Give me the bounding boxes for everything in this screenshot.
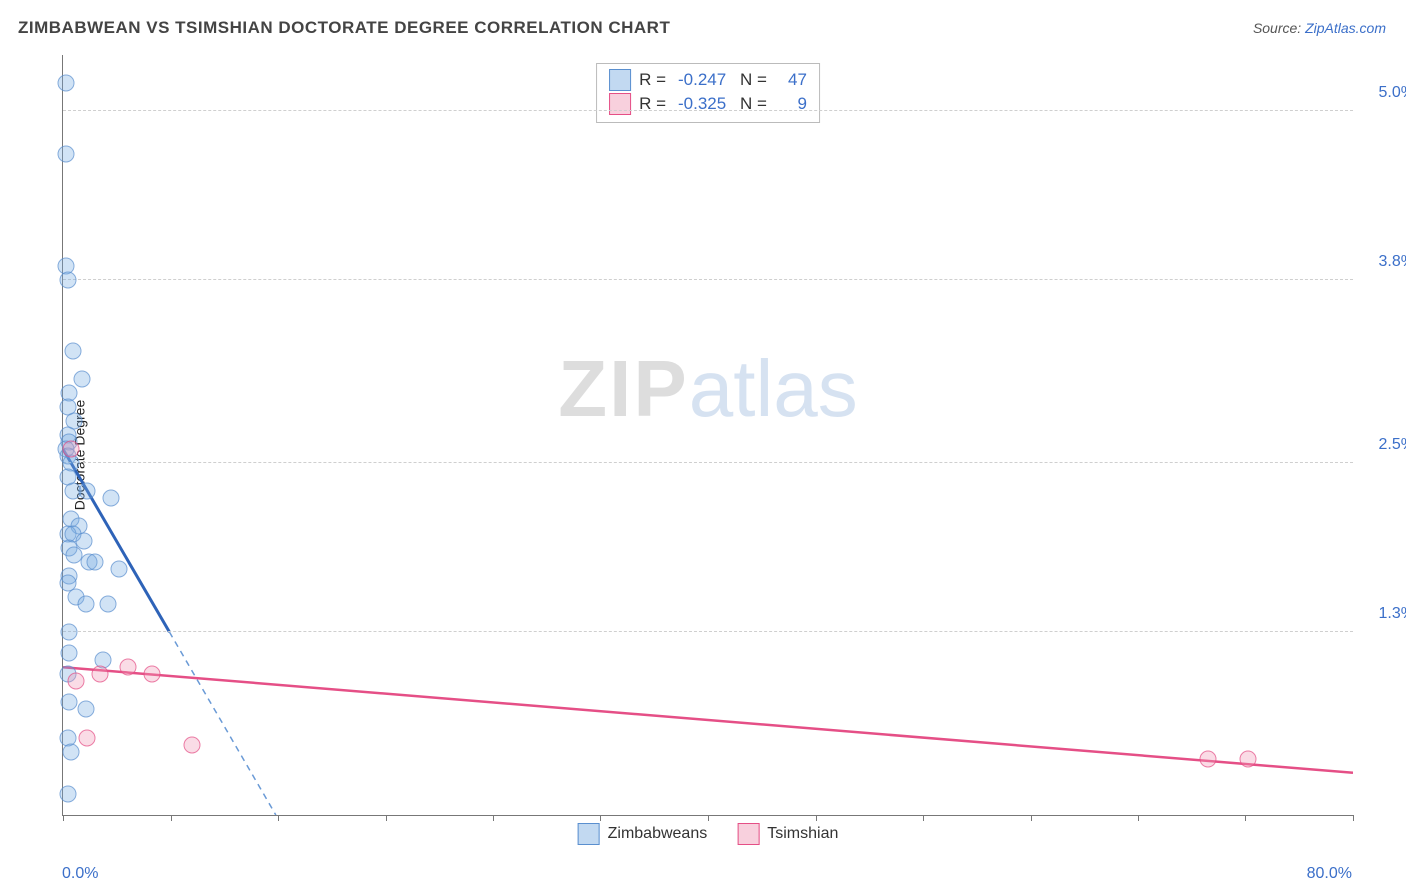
x-tick [923, 815, 924, 821]
data-point [61, 624, 78, 641]
source-link[interactable]: ZipAtlas.com [1305, 20, 1386, 36]
data-point [1240, 750, 1257, 767]
data-point [61, 645, 78, 662]
data-point [58, 145, 75, 162]
data-point [79, 729, 96, 746]
y-tick-label: 3.8% [1360, 253, 1406, 271]
regression-lines [63, 55, 1353, 815]
x-tick [1245, 815, 1246, 821]
y-tick-label: 1.3% [1360, 605, 1406, 623]
data-point [79, 483, 96, 500]
data-point [59, 272, 76, 289]
data-point [58, 75, 75, 92]
data-point [77, 595, 94, 612]
swatch-0 [609, 69, 631, 91]
legend-label-1: Tsimshian [767, 825, 838, 843]
r-label: R = [639, 70, 666, 90]
source-prefix: Source: [1253, 20, 1305, 36]
x-tick [1031, 815, 1032, 821]
x-tick [171, 815, 172, 821]
swatch-icon [578, 823, 600, 845]
data-point [64, 342, 81, 359]
swatch-icon [737, 823, 759, 845]
data-point [92, 666, 109, 683]
plot-container: Doctorate Degree ZIPatlas R = -0.247 N =… [42, 55, 1382, 855]
x-tick [278, 815, 279, 821]
series-legend: Zimbabweans Tsimshian [578, 823, 839, 845]
watermark-light: atlas [689, 344, 858, 433]
gridline [63, 279, 1353, 280]
x-tick [386, 815, 387, 821]
data-point [61, 694, 78, 711]
y-tick-label: 2.5% [1360, 436, 1406, 454]
x-tick [708, 815, 709, 821]
data-point [63, 441, 80, 458]
x-axis-max-label: 80.0% [1307, 865, 1352, 883]
n-label: N = [740, 70, 767, 90]
data-point [1199, 750, 1216, 767]
data-point [59, 785, 76, 802]
x-tick [63, 815, 64, 821]
x-tick [1353, 815, 1354, 821]
gridline [63, 110, 1353, 111]
gridline [63, 631, 1353, 632]
x-tick [1138, 815, 1139, 821]
x-axis-min-label: 0.0% [62, 865, 98, 883]
data-point [67, 673, 84, 690]
y-tick-label: 5.0% [1360, 84, 1406, 102]
stats-legend: R = -0.247 N = 47 R = -0.325 N = 9 [596, 63, 820, 123]
n-value-0: 47 [779, 70, 807, 90]
data-point [184, 736, 201, 753]
legend-item-1: Tsimshian [737, 823, 838, 845]
watermark: ZIPatlas [558, 343, 857, 435]
data-point [74, 370, 91, 387]
x-tick [493, 815, 494, 821]
data-point [100, 595, 117, 612]
data-point [111, 560, 128, 577]
chart-title: ZIMBABWEAN VS TSIMSHIAN DOCTORATE DEGREE… [18, 18, 670, 38]
data-point [119, 659, 136, 676]
data-point [63, 743, 80, 760]
x-tick [816, 815, 817, 821]
data-point [87, 553, 104, 570]
plot-area: ZIPatlas R = -0.247 N = 47 R = -0.325 N … [62, 55, 1353, 816]
stats-row-1: R = -0.325 N = 9 [609, 92, 807, 116]
gridline [63, 462, 1353, 463]
swatch-1 [609, 93, 631, 115]
stats-row-0: R = -0.247 N = 47 [609, 68, 807, 92]
watermark-bold: ZIP [558, 344, 688, 433]
data-point [77, 701, 94, 718]
source-attribution: Source: ZipAtlas.com [1253, 20, 1386, 36]
data-point [103, 490, 120, 507]
legend-item-0: Zimbabweans [578, 823, 708, 845]
legend-label-0: Zimbabweans [608, 825, 708, 843]
data-point [143, 666, 160, 683]
r-value-0: -0.247 [678, 70, 732, 90]
x-tick [600, 815, 601, 821]
